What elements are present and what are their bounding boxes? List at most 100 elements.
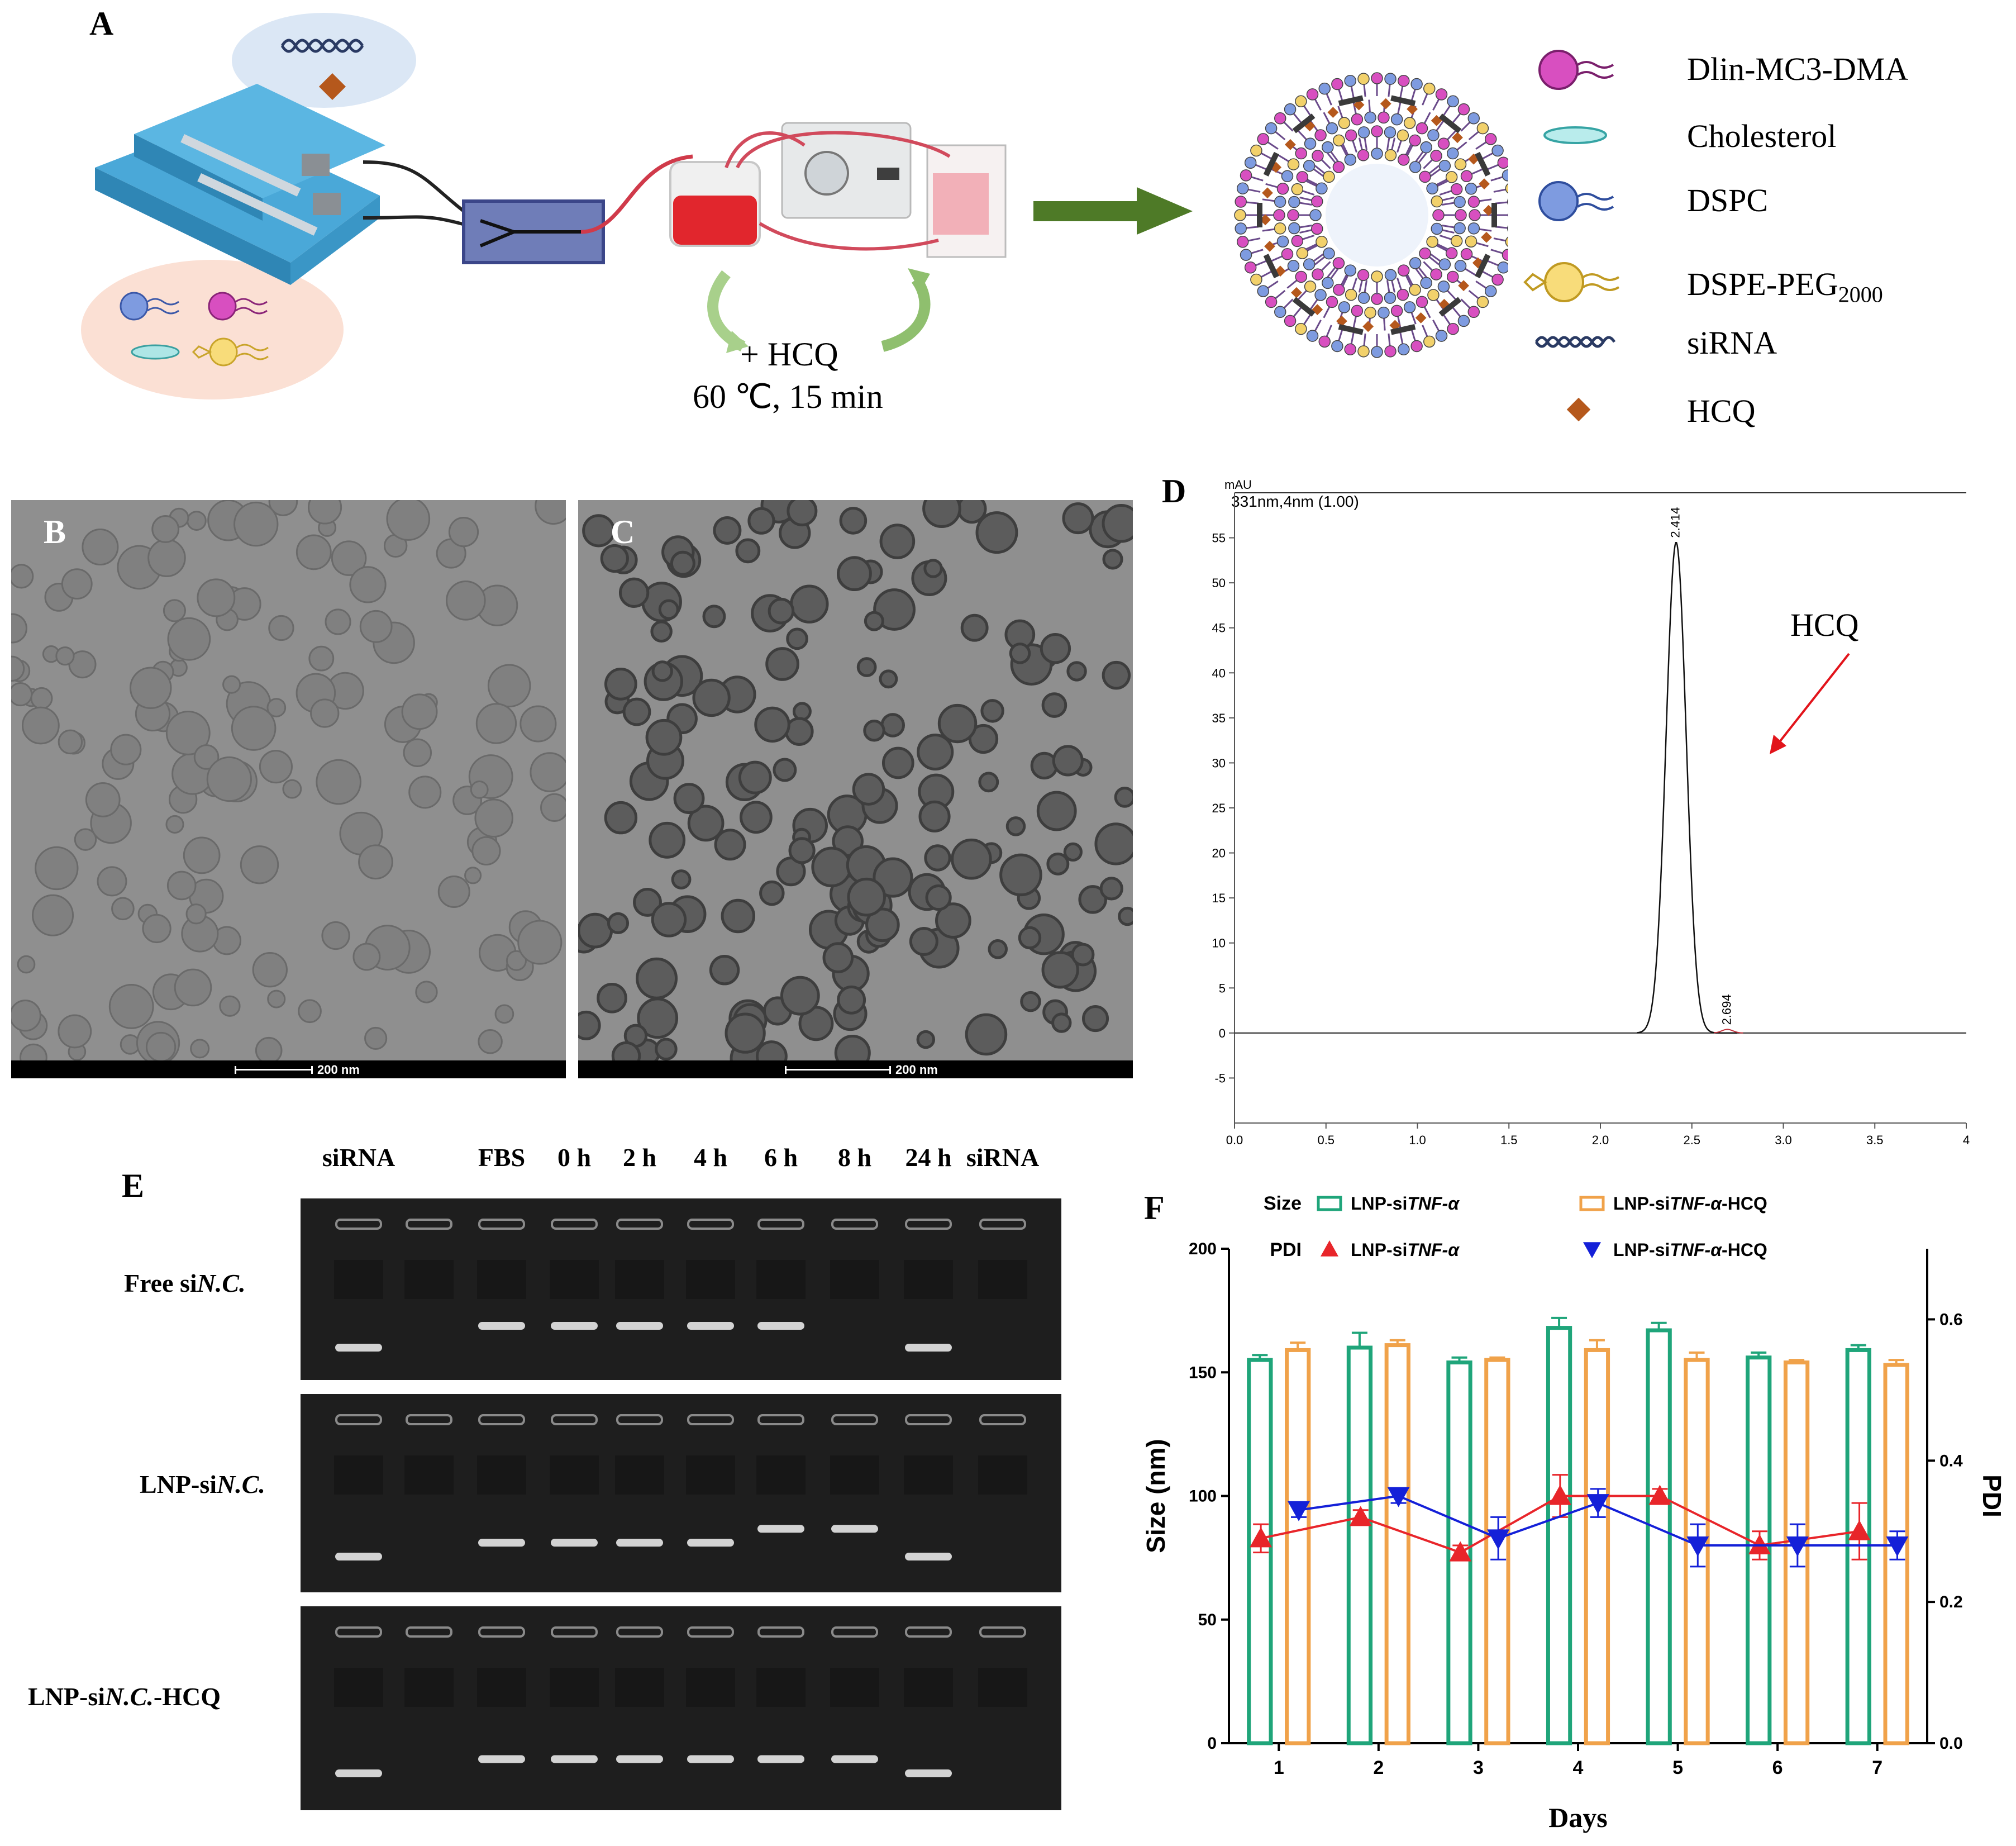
- main-peak-trace: [1637, 541, 1737, 1034]
- y-tick-label: -5: [1214, 1071, 1226, 1085]
- y-tick-label: 25: [1212, 801, 1226, 815]
- gel-lane-label: 8 h: [837, 1143, 872, 1172]
- size-bar: [1446, 1360, 1472, 1745]
- gel-band: [335, 1553, 382, 1560]
- legend-label-dlin: Dlin-MC3-DMA: [1687, 51, 1909, 87]
- x-tick-label: 2: [1373, 1757, 1384, 1778]
- pdi-marker: [1250, 1527, 1272, 1548]
- tem-image-c: 200 nm: [578, 500, 1133, 1078]
- pdi-marker: [1886, 1536, 1909, 1557]
- gel-image-lnp-sirna-hcq: [301, 1606, 1061, 1810]
- y2-tick-label: 0.4: [1939, 1452, 1963, 1470]
- dspe-peg-lipid-icon: [1544, 262, 1584, 302]
- x-tick-label: 0.5: [1317, 1133, 1335, 1147]
- sirna-icon: [1534, 336, 1616, 348]
- legend-label-dspe-peg: DSPE-PEG2000: [1687, 266, 1883, 307]
- legend-pdi-title: PDI: [1270, 1239, 1302, 1260]
- gel-lane-label: siRNA: [966, 1143, 1040, 1172]
- dspc-lipid-icon: [1538, 181, 1579, 221]
- legend-entry-label: LNP-siTNF-α: [1351, 1193, 1460, 1214]
- gel-lane-label: siRNA: [322, 1143, 395, 1172]
- peak-label: 2.694: [1719, 994, 1733, 1025]
- panel-d-unit: mAU: [1224, 478, 1252, 492]
- x-tick-label: 2.0: [1592, 1133, 1609, 1147]
- gel-band: [551, 1322, 598, 1330]
- y-tick-label: 45: [1212, 621, 1226, 635]
- y-tick-label: 20: [1212, 846, 1226, 860]
- y-tick-label: 5: [1219, 981, 1226, 995]
- legend-label-sirna: siRNA: [1687, 325, 1777, 361]
- x-tick-label: 0.0: [1226, 1133, 1243, 1147]
- gel-image-free-sirna: [301, 1198, 1061, 1380]
- gel-band: [616, 1755, 663, 1763]
- y2-tick-label: 0.2: [1939, 1593, 1963, 1611]
- gel-lane-label: 24 h: [905, 1143, 952, 1172]
- panel-a-legend: Dlin-MC3-DMA Cholesterol DSPC DSPE-PEG20…: [1519, 45, 2011, 447]
- y-tick-label: 200: [1189, 1240, 1217, 1258]
- minor-peak-trace: [1713, 1029, 1743, 1034]
- x-tick-label: 7: [1872, 1757, 1882, 1778]
- legend-label-dspc: DSPC: [1687, 182, 1769, 218]
- x-tick-label: 2.5: [1683, 1133, 1700, 1147]
- y-tick-label: 55: [1212, 531, 1226, 545]
- gel-band: [757, 1755, 804, 1763]
- y-tick-label: 30: [1212, 756, 1226, 770]
- cycle-arrow-left: [707, 270, 746, 351]
- panel-c-label: C: [611, 513, 635, 550]
- gel-lane-label: 4 h: [693, 1143, 728, 1172]
- legend-marker: [1321, 1240, 1338, 1257]
- x-tick-label: 4: [1573, 1757, 1584, 1778]
- x-tick-label: 3.5: [1866, 1133, 1884, 1147]
- gel-band: [905, 1344, 952, 1352]
- gel-band: [687, 1539, 734, 1547]
- size-bar: [1646, 1328, 1672, 1745]
- y-axis-label: Size (nm): [1141, 1439, 1170, 1553]
- y-tick-label: 0: [1207, 1734, 1217, 1753]
- y-tick-label: 50: [1198, 1611, 1217, 1629]
- gel-band: [831, 1525, 878, 1533]
- pdi-marker: [1288, 1501, 1310, 1521]
- size-bar: [1384, 1343, 1410, 1745]
- dlin-mc3-dma-lipid-icon: [1538, 50, 1579, 90]
- x-tick-label: 3: [1473, 1757, 1484, 1778]
- scale-label-c: 200 nm: [895, 1063, 938, 1077]
- aqueous-phase-bubble: [232, 13, 416, 108]
- tem-particles-b: [11, 500, 566, 1072]
- legend-label-cholesterol: Cholesterol: [1687, 118, 1837, 154]
- x-tick-label: 5: [1672, 1757, 1683, 1778]
- gel-lane-label: 2 h: [622, 1143, 657, 1172]
- y-tick-label: 15: [1212, 891, 1226, 905]
- y-tick-label: 35: [1212, 711, 1226, 725]
- scale-label-b: 200 nm: [317, 1063, 360, 1077]
- hcq-icon: [318, 73, 346, 101]
- gel-band: [478, 1322, 525, 1330]
- microfluidic-chip: [462, 199, 605, 264]
- y2-axis-label: PDI: [1977, 1474, 2005, 1517]
- gel-lane-label: FBS: [478, 1143, 526, 1172]
- size-bar: [1584, 1348, 1610, 1745]
- size-bar: [1845, 1348, 1871, 1745]
- size-bar: [1783, 1360, 1810, 1745]
- gel-row-label: LNP-siN.C.-HCQ: [28, 1682, 221, 1711]
- tem-image-b: 200 nm: [11, 500, 566, 1078]
- legend-swatch: [1317, 1196, 1342, 1211]
- gel-band: [478, 1755, 525, 1763]
- x-axis-label: Days: [1548, 1802, 1608, 1833]
- pdi-marker: [1487, 1529, 1510, 1550]
- size-bar: [1484, 1358, 1510, 1745]
- panel-d-label: D: [1162, 473, 1186, 510]
- size-bar: [1247, 1358, 1273, 1745]
- lipid-phase-bubble: [81, 260, 344, 399]
- gel-image-lnp-sirna: [301, 1394, 1061, 1592]
- gel-band: [687, 1755, 734, 1763]
- panel-d-header: 331nm,4nm (1.00): [1231, 493, 1359, 510]
- y-tick-label: 10: [1212, 936, 1226, 950]
- gel-band: [478, 1539, 525, 1547]
- pdi-marker: [1449, 1541, 1472, 1562]
- gel-band: [551, 1539, 598, 1547]
- lipid-nanoparticle-schematic: [1229, 67, 1508, 363]
- size-bar: [1346, 1345, 1373, 1745]
- pdi-marker: [1586, 1494, 1609, 1515]
- beaker-with-pump: [669, 122, 1007, 258]
